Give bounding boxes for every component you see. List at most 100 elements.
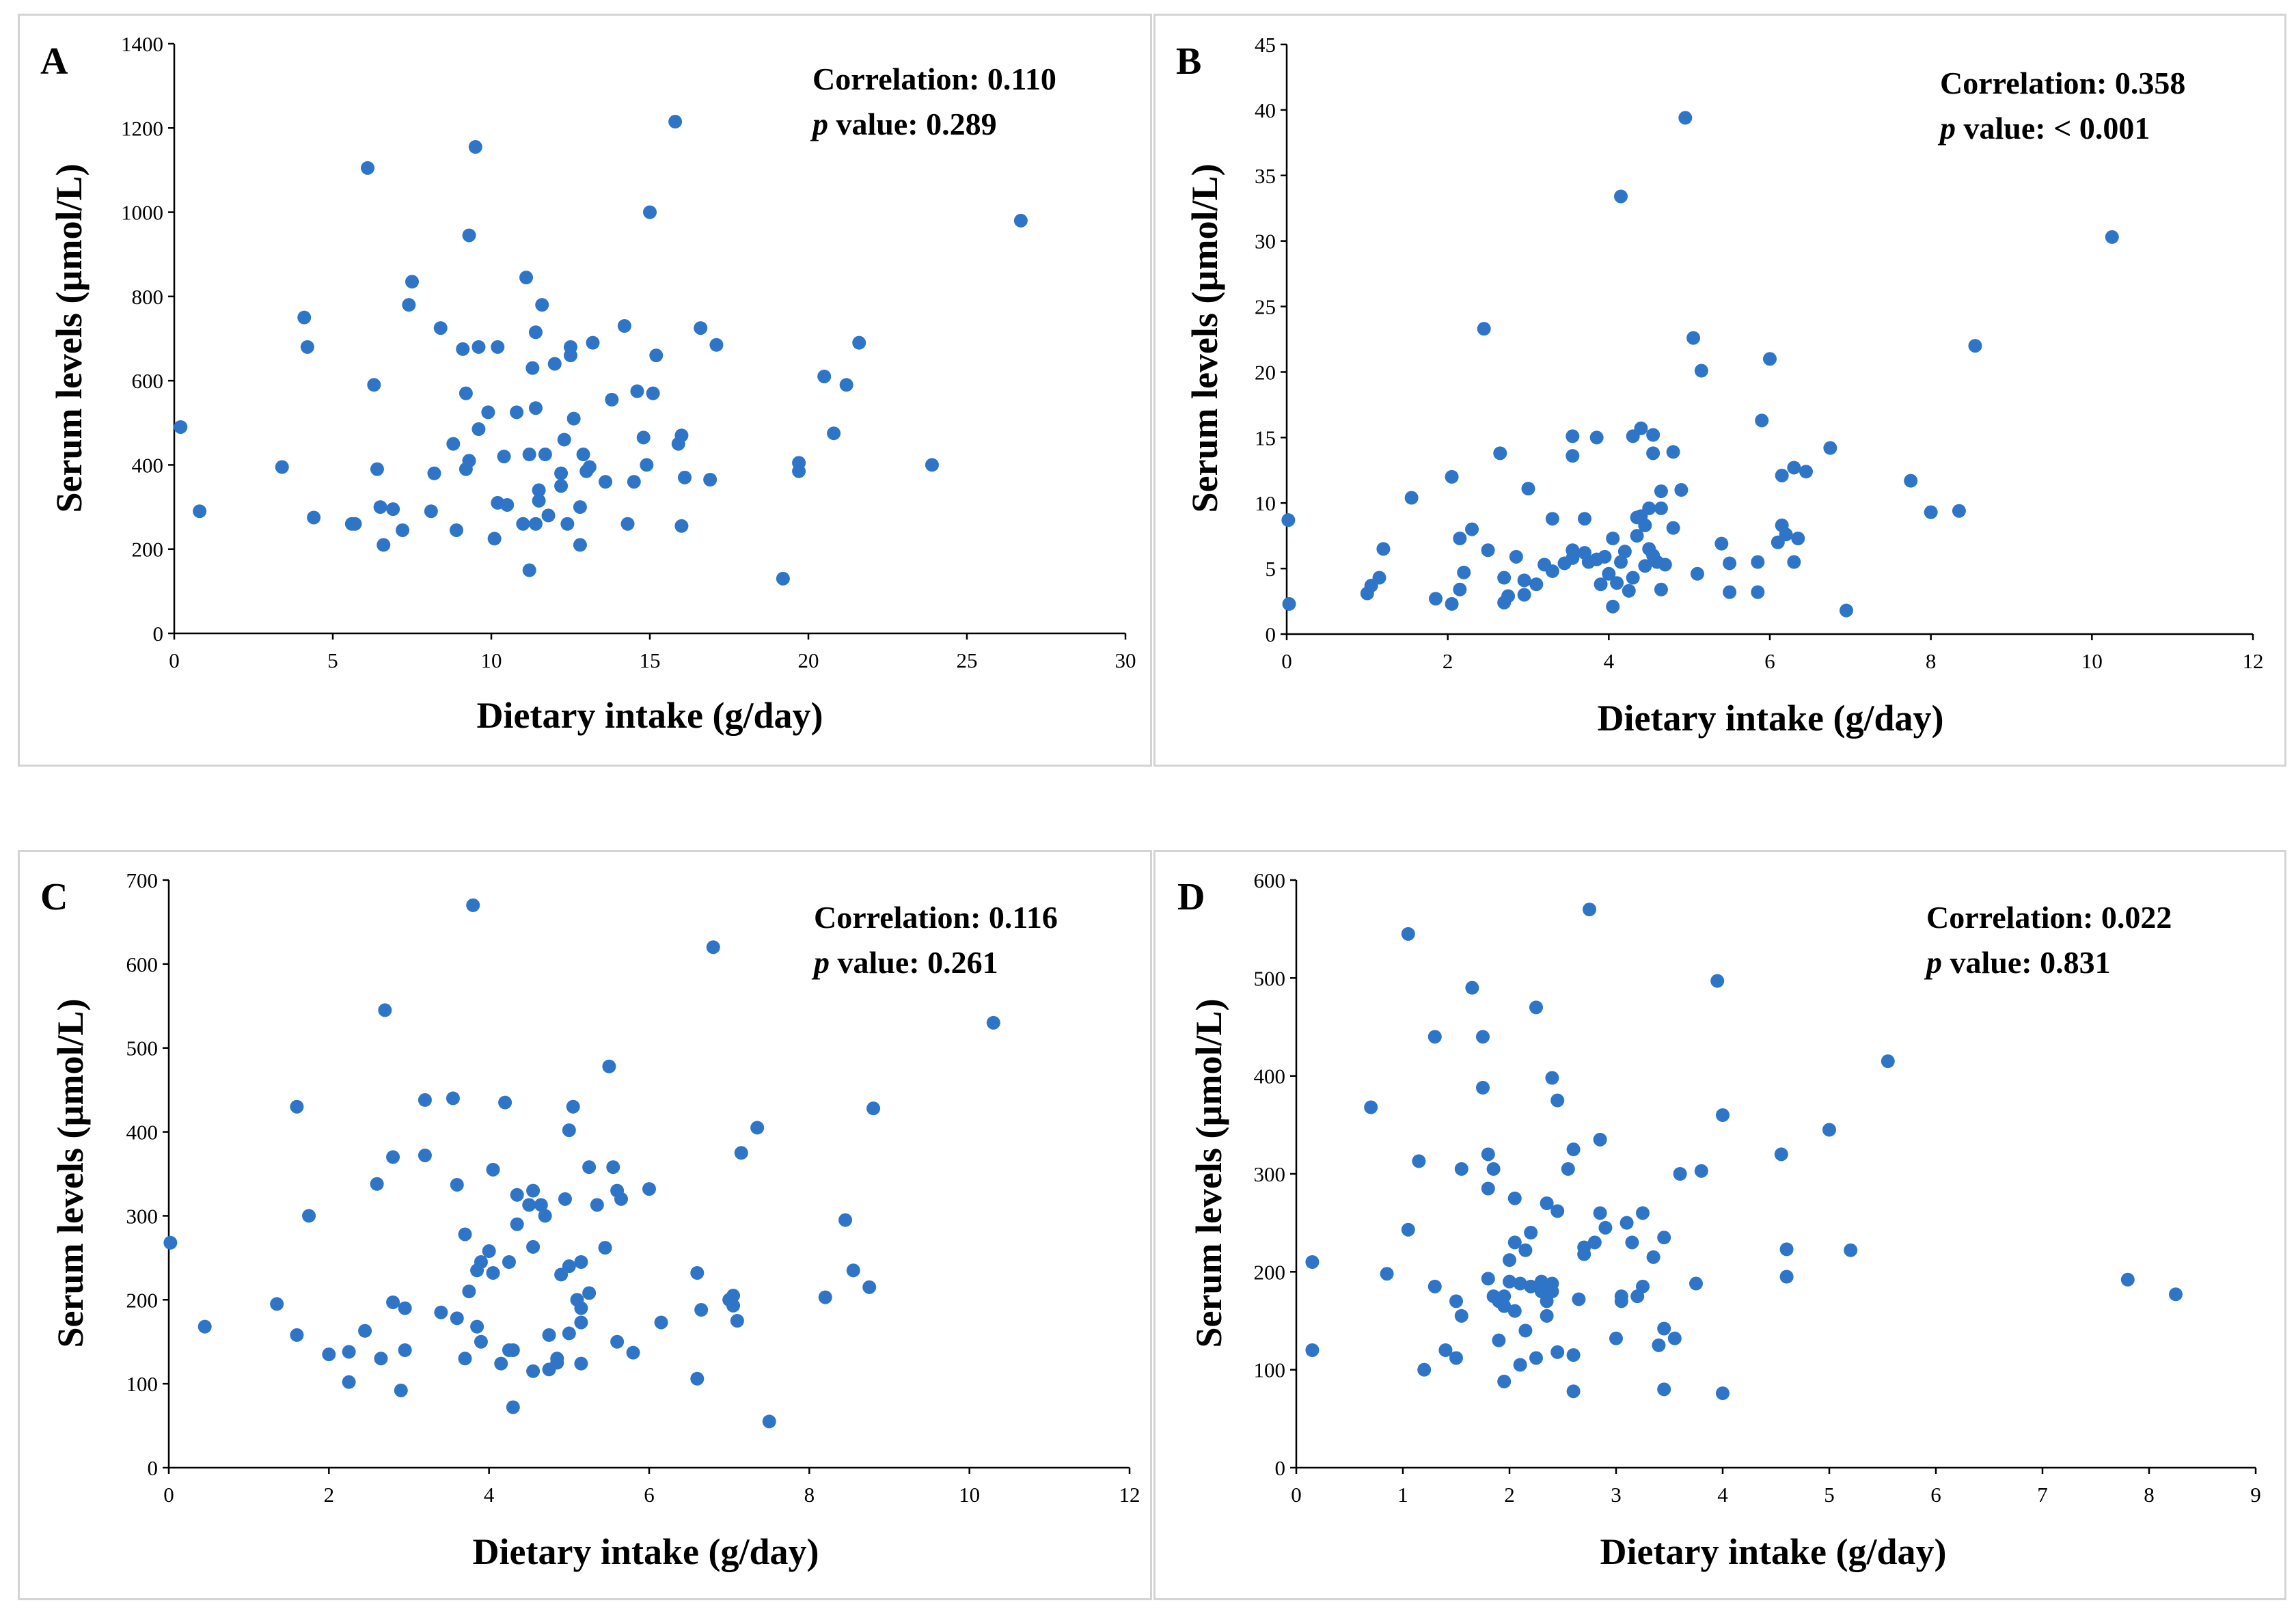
data-point [1654,582,1668,597]
p-value: 0.289 [926,107,997,141]
x-tick-label: 5 [1824,1483,1835,1507]
data-point [562,1259,576,1274]
x-tick-label: 5 [327,648,338,672]
x-tick-label: 25 [957,648,978,672]
data-point [1657,1321,1671,1336]
p-value-text: p value: 0.289 [810,107,997,141]
data-point [1609,1331,1623,1345]
data-point [560,517,575,531]
data-point [576,448,590,462]
data-point [643,205,657,219]
data-point [1689,1276,1703,1291]
data-point [1517,573,1531,588]
data-point [373,500,387,515]
data-point [1550,1093,1565,1108]
data-point [1540,1308,1554,1323]
data-point [1638,559,1652,573]
data-point [1566,449,1580,463]
data-point [1686,331,1701,345]
x-tick-label: 3 [1611,1483,1622,1507]
y-tick-label: 400 [126,1121,159,1144]
data-point [1636,1206,1650,1220]
data-point [750,1121,765,1135]
y-tick-label: 1000 [121,201,163,225]
data-point [602,1059,616,1073]
data-point [370,462,384,476]
data-point [1787,555,1801,569]
data-point [574,1255,588,1269]
data-point [370,1177,384,1191]
data-point [1417,1362,1432,1377]
data-point [498,1095,512,1110]
data-point [300,340,314,354]
x-axis-label: Dietary intake (g/day) [473,1531,819,1572]
data-point [562,1326,576,1341]
data-point [1566,429,1580,443]
x-tick-label: 7 [2037,1483,2048,1507]
x-tick-label: 10 [2081,649,2103,673]
data-point [1476,1030,1490,1044]
data-point [1622,584,1636,598]
correlation-text: Correlation: 0.022 [1926,900,2172,935]
data-point [1666,521,1680,535]
data-point [1509,549,1523,564]
data-point [538,1209,552,1223]
y-tick-label: 400 [132,453,164,477]
data-point [538,448,552,462]
data-point [1968,339,1982,353]
data-point [818,1290,832,1304]
data-point [386,1295,400,1309]
data-point [839,378,853,392]
y-tick-label: 20 [1255,360,1276,384]
data-point [472,422,486,437]
data-point [630,384,644,398]
y-tick-label: 30 [1255,230,1276,253]
x-tick-label: 6 [644,1483,655,1507]
data-point [649,348,664,363]
data-point [1654,484,1668,498]
x-axis-label: Dietary intake (g/day) [1600,1531,1947,1572]
data-point [690,1265,705,1280]
data-point [862,1280,877,1294]
panel-c: 0 100 200 300 400 500 600 700 0 2 4 6 8 10 12 C Corre… [18,850,1152,1600]
data-point [348,517,362,531]
data-point [487,532,502,546]
data-point [1428,592,1443,606]
data-point [1614,189,1628,204]
data-point [270,1297,284,1311]
data-point [1521,482,1535,496]
data-point [1823,441,1837,455]
data-points [1305,903,2183,1401]
data-point [1751,585,1765,599]
data-point [1404,491,1419,505]
correlation-label: Correlation: [814,900,981,935]
data-point [1427,1030,1442,1044]
data-point [762,1414,776,1429]
data-point [654,1315,668,1330]
correlation-value: 0.110 [987,61,1056,96]
x-tick-label: 12 [2243,649,2264,673]
y-tick-label: 1200 [121,116,163,140]
data-point [1625,1235,1639,1250]
data-point [1839,603,1853,618]
data-point [466,898,480,912]
data-point [690,1371,705,1386]
data-point [1380,1267,1394,1281]
data-point [598,1241,612,1255]
data-point [1774,1147,1788,1162]
y-tick-label: 0 [1275,1456,1286,1480]
x-tick-label: 2 [324,1483,335,1507]
data-point [1566,1142,1581,1157]
p-value-text: p value: 0.831 [1924,945,2111,980]
data-point [550,1356,564,1370]
data-point [852,335,866,350]
y-tick-label: 600 [126,952,159,976]
panel-a: 0 200 400 600 800 1000 1200 1400 0 5 10 15 20 25 30 A… [18,14,1152,767]
y-tick-label: 800 [132,285,164,309]
data-points [163,898,1000,1429]
data-point [1787,461,1801,475]
data-point [462,228,476,243]
correlation-text: Correlation: 0.358 [1940,66,2185,100]
data-point [1589,430,1604,445]
p-value: 0.831 [2040,945,2111,980]
